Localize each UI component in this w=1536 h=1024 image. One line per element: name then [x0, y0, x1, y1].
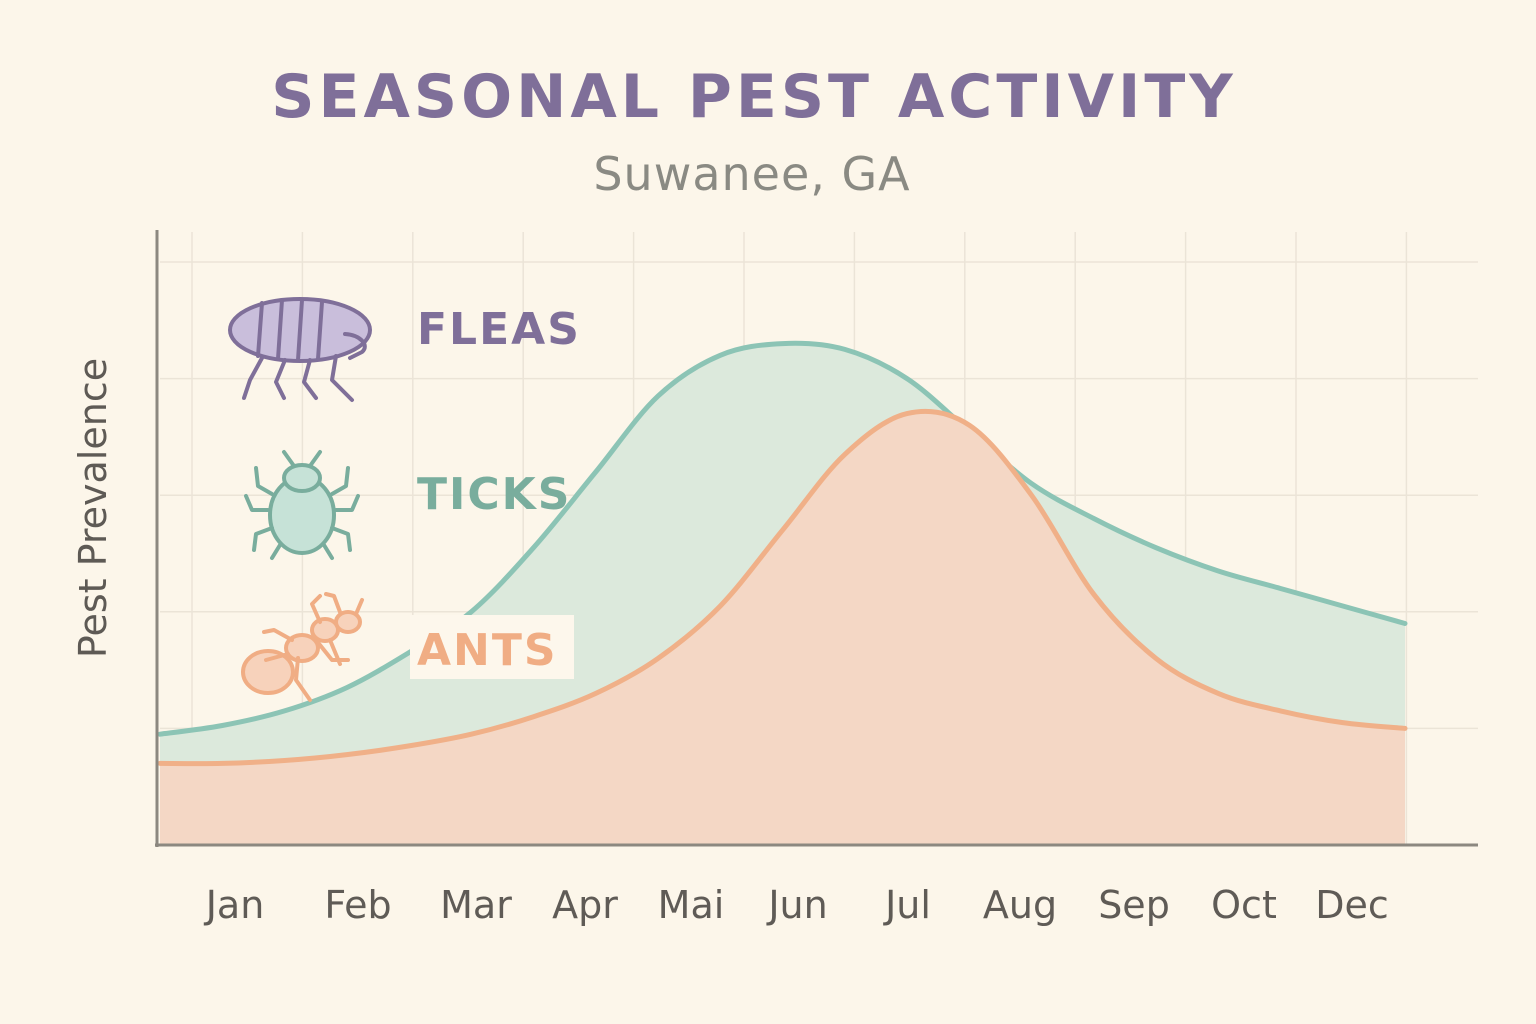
legend: FLEAS TICKS ANTS [228, 297, 581, 702]
chart-subtitle: Suwanee, GA [593, 147, 911, 201]
x-tick-label: Jan [204, 883, 265, 927]
legend-label-ticks: TICKS [417, 469, 571, 520]
axes [155, 230, 1478, 847]
x-tick-label: Mai [658, 883, 725, 927]
chart-title: SEASONAL PEST ACTIVITY [271, 62, 1237, 132]
ant-icon [241, 592, 364, 702]
x-tick-label: Jul [883, 883, 931, 927]
tick-icon [244, 450, 360, 560]
x-tick-label: Aug [983, 883, 1057, 927]
x-tick-label: Feb [324, 883, 391, 927]
ticks-series-line [157, 340, 1408, 737]
x-tick-label: Apr [552, 883, 618, 927]
x-tick-label: Mar [440, 883, 512, 927]
ants-label-background [410, 615, 574, 679]
x-tick-label: Sep [1098, 883, 1170, 927]
legend-label-fleas: FLEAS [417, 304, 581, 355]
series-areas [157, 340, 1408, 845]
x-tick-label: Dec [1315, 883, 1389, 927]
x-tick-labels: Jan Feb Mar Apr Mai Jun Jul Aug Sep Oct Dec [204, 883, 1389, 927]
flea-icon [228, 297, 372, 402]
x-tick-label: Oct [1211, 883, 1277, 927]
ants-series-line [157, 408, 1408, 767]
x-tick-label: Jun [766, 883, 827, 927]
legend-label-ants: ANTS [417, 625, 558, 676]
